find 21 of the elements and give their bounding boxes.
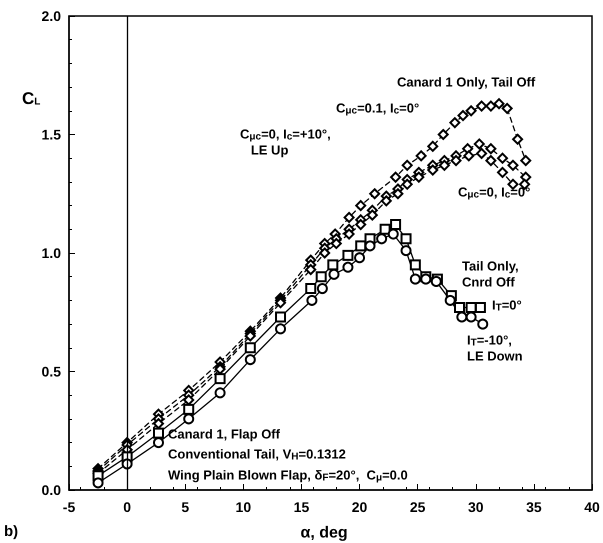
x-tick-label: -5	[62, 499, 76, 515]
annotation: Canard 1 Only, Tail Off	[397, 74, 536, 90]
y-tick-label: 1.0	[42, 245, 62, 261]
x-axis-title: α, deg	[300, 524, 348, 542]
text: b)	[4, 523, 18, 540]
y-tick-label: 2.0	[42, 8, 62, 24]
annotation: Tail Only, Cnrd Off	[462, 258, 519, 290]
x-tick-label: 15	[294, 499, 310, 515]
y-tick-label: 0.0	[42, 482, 62, 498]
annotation: Canard 1, Flap Off	[168, 426, 281, 442]
x-tick-label: 30	[468, 499, 484, 515]
x-tick-label: 10	[236, 499, 252, 515]
y-tick-label: 0.5	[42, 364, 62, 380]
x-tick-label: 20	[352, 499, 368, 515]
x-tick-label: 40	[584, 499, 600, 515]
y-tick-label: 1.5	[42, 126, 62, 142]
y-axis-title: CL	[22, 89, 40, 108]
x-tick-label: 25	[410, 499, 426, 515]
x-tick-label: 5	[181, 499, 190, 515]
x-tick-label: 35	[526, 499, 542, 515]
x-tick-label: 0	[123, 499, 132, 515]
